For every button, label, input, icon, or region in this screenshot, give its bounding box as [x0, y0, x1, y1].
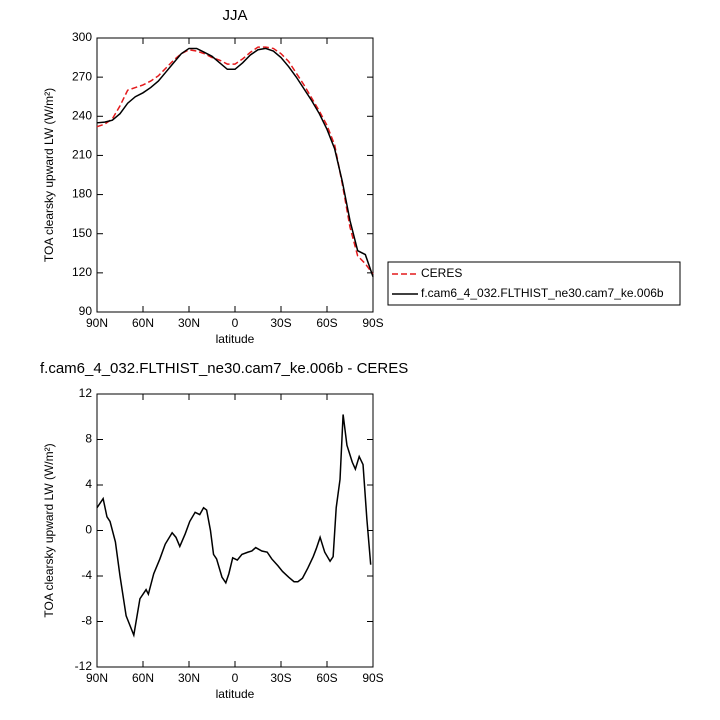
y-tick-label: -8	[81, 614, 92, 628]
y-axis-label: TOA clearsky upward LW (W/m²)	[42, 88, 56, 262]
x-tick-label: 90S	[362, 316, 383, 330]
y-tick-label: 150	[72, 226, 92, 240]
y-tick-label: 4	[85, 477, 92, 491]
x-axis-label: latitude	[216, 332, 255, 346]
data-line	[96, 47, 374, 278]
x-tick-label: 0	[232, 316, 239, 330]
y-tick-label: -12	[75, 659, 93, 673]
x-tick-label: 90N	[86, 316, 108, 330]
x-tick-label: 30S	[270, 671, 291, 685]
legend-label: CERES	[421, 266, 462, 280]
y-tick-label: 120	[72, 265, 92, 279]
y-tick-label: 300	[72, 30, 92, 44]
data-line	[96, 46, 374, 275]
y-tick-label: 180	[72, 187, 92, 201]
y-tick-label: 8	[85, 432, 92, 446]
x-tick-label: 90N	[86, 671, 108, 685]
x-tick-label: 60S	[316, 316, 337, 330]
x-tick-label: 60N	[132, 316, 154, 330]
y-axis-label: TOA clearsky upward LW (W/m²)	[42, 443, 56, 617]
plot-frame	[96, 37, 374, 313]
x-tick-label: 30N	[178, 316, 200, 330]
x-axis-label: latitude	[216, 687, 255, 701]
y-tick-label: 90	[79, 304, 93, 318]
y-tick-label: 12	[79, 386, 93, 400]
legend-label: f.cam6_4_032.FLTHIST_ne30.cam7_ke.006b	[421, 286, 664, 300]
plot-frame	[96, 393, 374, 668]
x-tick-label: 0	[232, 671, 239, 685]
x-tick-label: 90S	[362, 671, 383, 685]
chart-title: f.cam6_4_032.FLTHIST_ne30.cam7_ke.006b -…	[40, 360, 408, 377]
data-line	[96, 414, 372, 638]
y-tick-label: 210	[72, 148, 92, 162]
x-tick-label: 60N	[132, 671, 154, 685]
x-tick-label: 30N	[178, 671, 200, 685]
x-tick-label: 60S	[316, 671, 337, 685]
y-tick-label: 240	[72, 108, 92, 122]
legend-box	[387, 261, 681, 306]
x-tick-label: 30S	[270, 316, 291, 330]
y-tick-label: 270	[72, 69, 92, 83]
chart-title: JJA	[222, 7, 247, 24]
y-tick-label: -4	[81, 568, 92, 582]
y-tick-label: 0	[85, 523, 92, 537]
